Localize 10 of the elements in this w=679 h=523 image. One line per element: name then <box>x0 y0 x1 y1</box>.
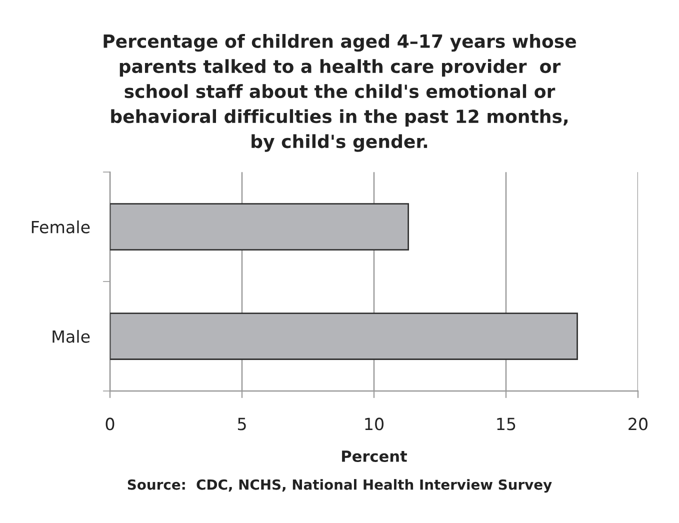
x-axis-title: Percent <box>342 450 407 462</box>
source-note: Source: CDC, NCHS, National Health Interview Survey <box>128 479 552 493</box>
x-tick-label: 5 <box>238 418 246 430</box>
x-tick-label: 20 <box>628 418 648 430</box>
y-tick-label: Female <box>32 220 90 234</box>
chart-title: Percentage of children aged 4–17 years whose parents talked to a health care provider or school staff about the child's emotional or behavioral difficulties in the past 12 months, by child's gender. <box>104 34 576 152</box>
x-tick-label: 15 <box>497 418 516 430</box>
y-tick-label: Male <box>52 330 90 343</box>
x-tick-label: 10 <box>365 418 384 430</box>
x-tick-label: 0 <box>106 418 114 430</box>
